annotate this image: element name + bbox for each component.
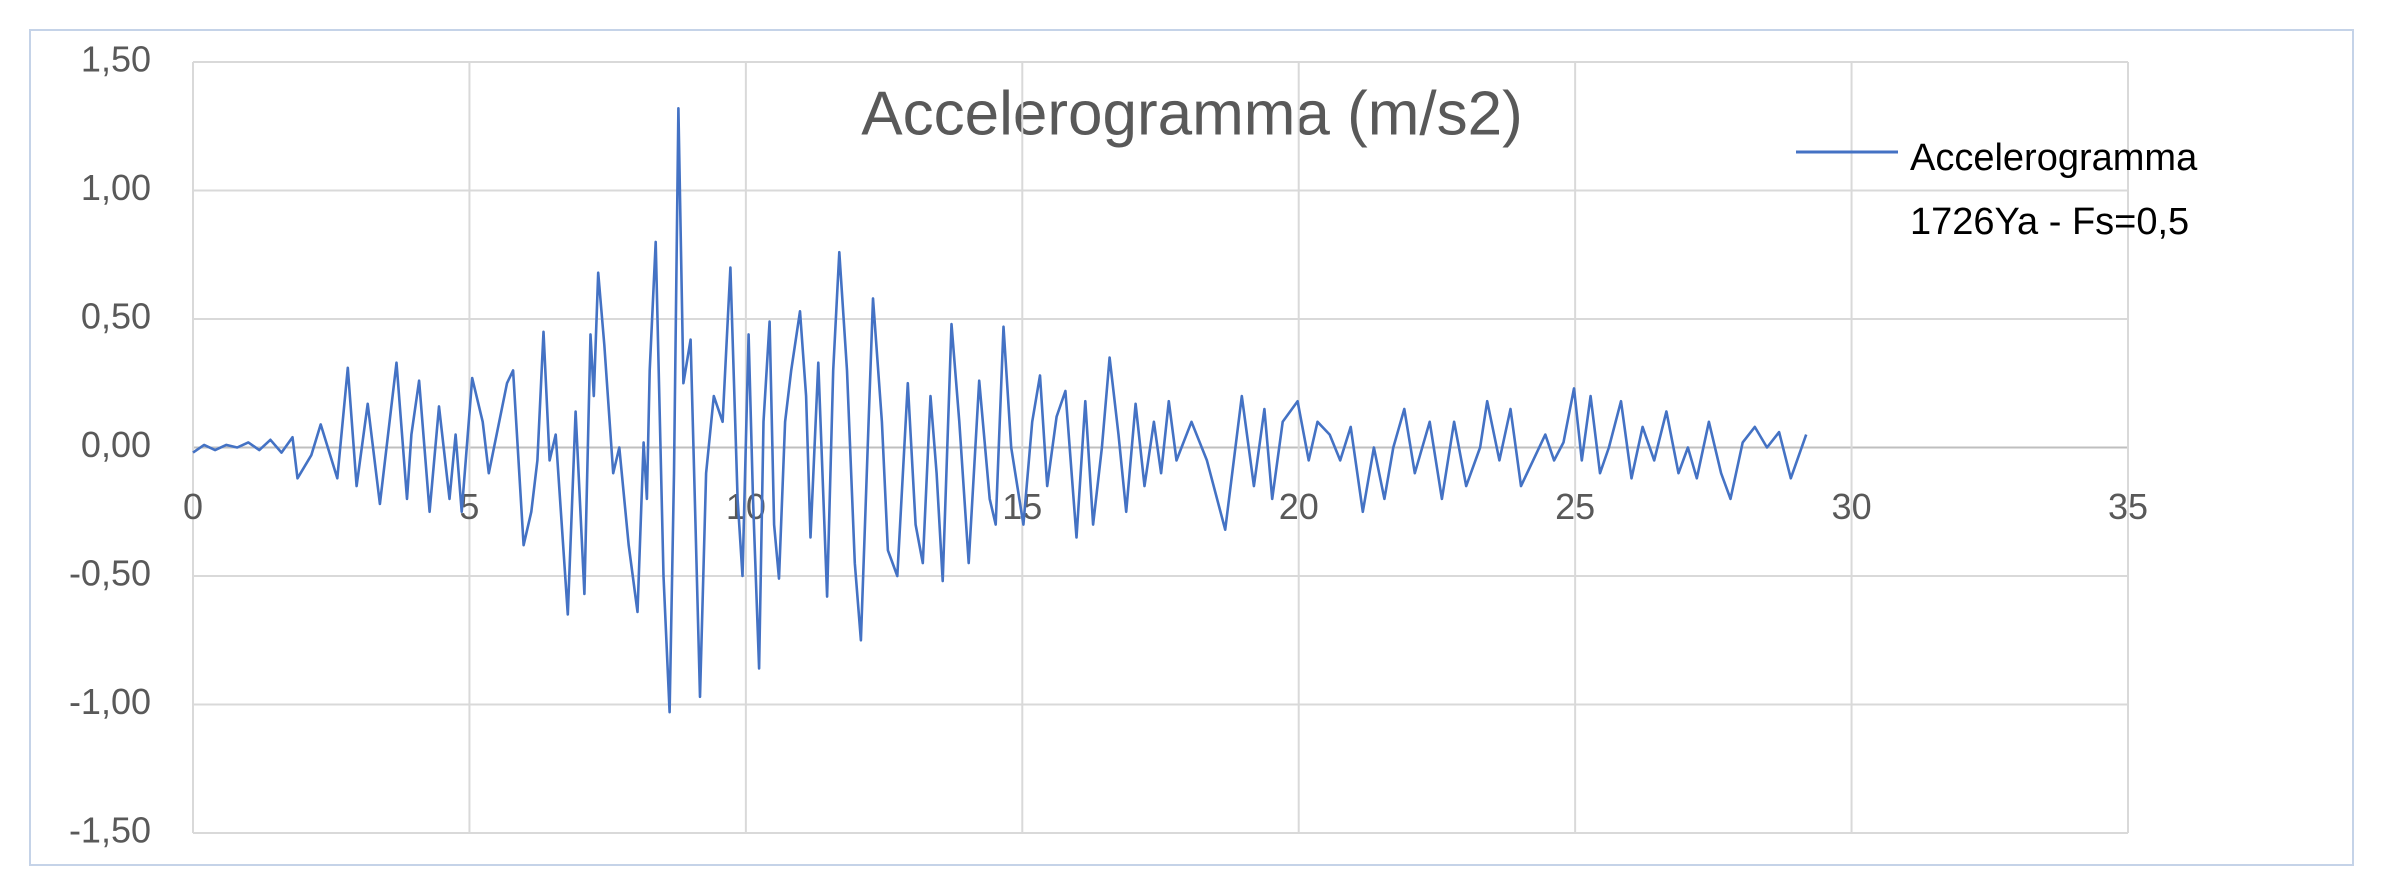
x-tick-label: 30 bbox=[1832, 486, 1872, 527]
x-tick-label: 5 bbox=[459, 486, 479, 527]
y-tick-label: 1,50 bbox=[81, 39, 151, 80]
x-tick-label: 0 bbox=[183, 486, 203, 527]
y-tick-label: 0,50 bbox=[81, 296, 151, 337]
x-tick-label: 25 bbox=[1555, 486, 1595, 527]
y-tick-label: 0,00 bbox=[81, 424, 151, 465]
y-tick-label: 1,00 bbox=[81, 167, 151, 208]
y-tick-label: -0,50 bbox=[69, 553, 151, 594]
data-line bbox=[192, 107, 1808, 714]
chart-title: Accelerogramma (m/s2) bbox=[861, 79, 1522, 148]
x-tick-label: 20 bbox=[1279, 486, 1319, 527]
x-tick-label: 35 bbox=[2108, 486, 2148, 527]
y-tick-label: -1,50 bbox=[69, 810, 151, 851]
legend-label: Accelerogramma 1726Ya - Fs=0,5 bbox=[1910, 137, 2198, 243]
y-tick-label: -1,00 bbox=[69, 681, 151, 722]
